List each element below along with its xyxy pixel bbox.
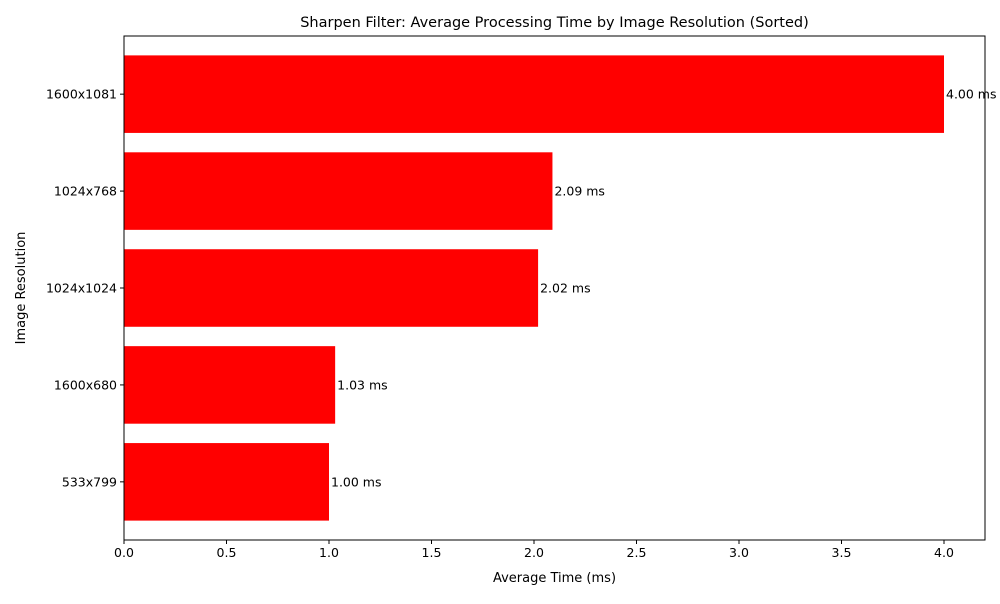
x-tick-label: 4.0 bbox=[934, 545, 954, 560]
bar-value-label: 2.02 ms bbox=[540, 281, 591, 296]
bar-533x799 bbox=[124, 443, 329, 521]
y-tick-label: 1024x768 bbox=[54, 184, 117, 199]
x-tick-label: 2.0 bbox=[524, 545, 544, 560]
x-tick-label: 0.5 bbox=[217, 545, 237, 560]
chart-title: Sharpen Filter: Average Processing Time … bbox=[300, 15, 809, 31]
y-axis-label: Image Resolution bbox=[14, 232, 29, 345]
y-tick-label: 1024x1024 bbox=[46, 281, 117, 296]
x-tick-label: 3.0 bbox=[729, 545, 749, 560]
x-tick-label: 3.5 bbox=[832, 545, 852, 560]
x-tick-label: 2.5 bbox=[627, 545, 647, 560]
bar-1024x768 bbox=[124, 152, 553, 230]
y-tick-label: 1600x1081 bbox=[46, 87, 117, 102]
bar-value-label: 1.00 ms bbox=[331, 474, 382, 489]
y-tick-label: 533x799 bbox=[62, 474, 117, 489]
x-tick-label: 1.5 bbox=[422, 545, 442, 560]
x-tick-label: 0.0 bbox=[114, 545, 134, 560]
plot-frame bbox=[123, 35, 986, 541]
y-tick-label: 1600x680 bbox=[54, 377, 117, 392]
axes-layer: 533x799 1600x680 1024x1024 1024x768 1600x108… bbox=[46, 35, 986, 560]
bar-value-label: 2.09 ms bbox=[554, 184, 605, 199]
bar-value-label: 4.00 ms bbox=[946, 87, 997, 102]
bar-value-label: 1.03 ms bbox=[337, 377, 388, 392]
bar-1600x1081 bbox=[124, 55, 944, 133]
bar-1600x680 bbox=[124, 346, 336, 424]
bars-layer: 1.00 ms 1.03 ms 2.02 ms 2.09 ms 4.00 ms bbox=[124, 55, 997, 521]
x-tick-label: 1.0 bbox=[319, 545, 339, 560]
bar-1024x1024 bbox=[124, 249, 539, 327]
x-axis-label: Average Time (ms) bbox=[493, 571, 616, 586]
